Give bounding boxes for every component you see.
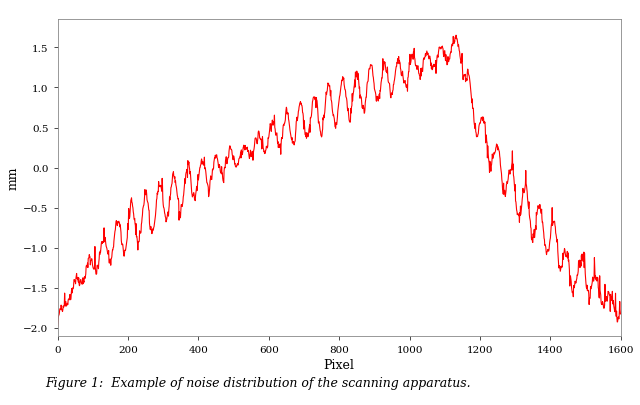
X-axis label: Pixel: Pixel	[324, 358, 355, 371]
Y-axis label: mm: mm	[6, 166, 19, 190]
Text: Figure 1:  Example of noise distribution of the scanning apparatus.: Figure 1: Example of noise distribution …	[45, 376, 470, 389]
